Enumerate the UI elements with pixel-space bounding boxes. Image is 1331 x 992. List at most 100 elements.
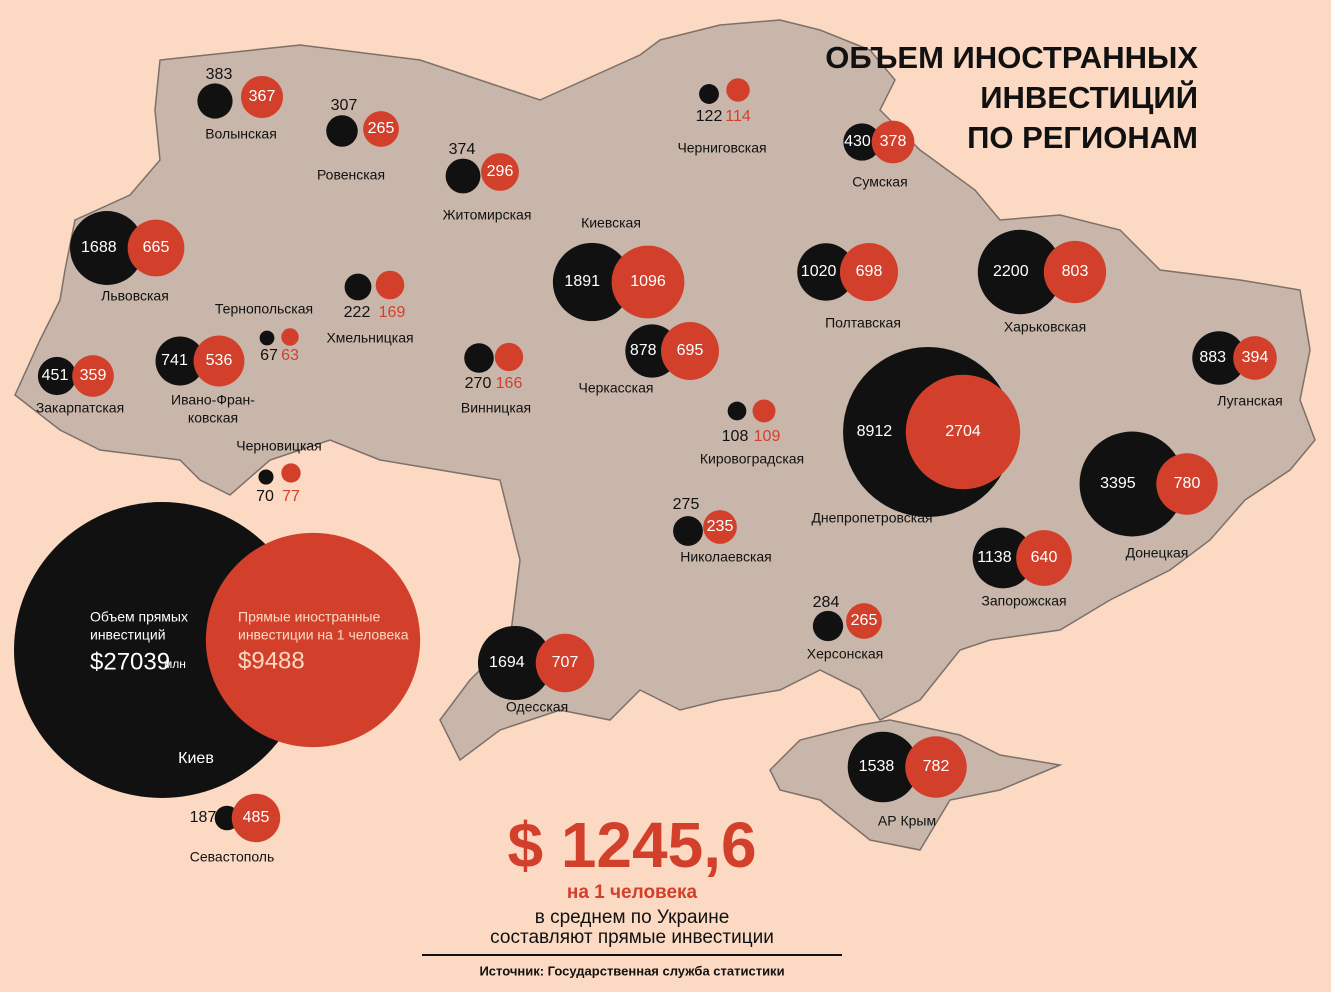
per-capita-label: 378 bbox=[880, 133, 907, 150]
total-bubble bbox=[445, 158, 481, 194]
per-capita-bubble bbox=[127, 219, 185, 277]
per-capita-label: 707 bbox=[552, 654, 579, 671]
per-capita-label: 665 bbox=[143, 239, 170, 256]
region-name: Житомирская bbox=[443, 207, 532, 223]
per-capita-bubble bbox=[281, 328, 299, 346]
total-label: 1538 bbox=[859, 758, 895, 775]
unit: млн bbox=[164, 657, 186, 671]
per-capita-bubble bbox=[205, 532, 421, 748]
per-capita-label: 485 bbox=[243, 809, 270, 826]
average-text: составляют прямые инвестиции bbox=[490, 927, 774, 948]
region-name: Волынская bbox=[205, 126, 277, 142]
total-bubble bbox=[326, 115, 358, 147]
region: 275 235 Николаевская bbox=[673, 496, 772, 564]
total-label: 2200 bbox=[993, 263, 1029, 280]
total-bubble bbox=[70, 211, 144, 285]
title-line: ПО РЕГИОНАМ bbox=[967, 120, 1198, 155]
total-label: 3395 bbox=[1100, 475, 1136, 492]
region-name: Луганская bbox=[1217, 393, 1282, 409]
per-capita-bubble bbox=[839, 242, 899, 302]
average: $ 1245,6 на 1 человека в среднем по Укра… bbox=[422, 809, 842, 978]
region-name: Донецкая bbox=[1126, 545, 1189, 561]
per-capita-label: 114 bbox=[725, 108, 751, 125]
per-capita-bubble bbox=[231, 793, 281, 843]
region: 284 265 Херсонская bbox=[807, 594, 883, 661]
region: 2200 803 Харьковская bbox=[977, 229, 1107, 335]
total-bubble bbox=[812, 610, 844, 642]
total-label: 187 bbox=[190, 809, 217, 826]
per-capita-label: 235 bbox=[707, 518, 734, 535]
per-capita-label: 265 bbox=[368, 120, 395, 137]
average-value: $ 1245,6 bbox=[507, 809, 756, 881]
region-name: Запорожская bbox=[981, 593, 1066, 609]
region-name: Хмельницкая bbox=[326, 330, 413, 346]
per-capita-label: 296 bbox=[487, 163, 514, 180]
per-capita-caption: Прямые иностранные bbox=[238, 609, 380, 625]
per-capita-bubble bbox=[281, 463, 301, 483]
region: 8912 2704 Днепропетровская bbox=[811, 347, 1021, 526]
per-capita-bubble bbox=[193, 335, 245, 387]
region-name: Ровенская bbox=[317, 167, 385, 183]
total-label: 878 bbox=[630, 342, 657, 359]
region: 70 77 Черновицкая bbox=[236, 438, 322, 506]
per-capita-label: 803 bbox=[1062, 263, 1089, 280]
total-bubble bbox=[37, 356, 77, 396]
total-bubble bbox=[847, 731, 919, 803]
total-bubble bbox=[477, 625, 553, 701]
total-label: 883 bbox=[1199, 349, 1226, 366]
total-label: 222 bbox=[344, 304, 371, 321]
region: 67 63 Тернопольская bbox=[215, 301, 313, 365]
total-bubble bbox=[673, 516, 703, 546]
region: 374 296 Житомирская bbox=[443, 141, 532, 222]
region-name: Одесская bbox=[506, 699, 568, 715]
per-capita-label: 109 bbox=[754, 428, 781, 445]
per-capita-bubble bbox=[905, 374, 1021, 490]
total-bubble bbox=[197, 83, 233, 119]
source: Источник: Государственная служба статист… bbox=[479, 963, 784, 978]
total-label: 307 bbox=[331, 97, 358, 114]
total-bubble bbox=[727, 401, 747, 421]
total-label: 1020 bbox=[801, 263, 837, 280]
total-value: $27039 bbox=[90, 648, 170, 675]
per-capita-label: 1096 bbox=[630, 273, 666, 290]
per-capita-bubble bbox=[1043, 240, 1107, 304]
title-line: ОБЪЕМ ИНОСТРАННЫХ bbox=[825, 40, 1198, 75]
per-capita-bubble bbox=[1016, 530, 1072, 586]
region-name: ковская bbox=[188, 410, 238, 426]
total-label: 1688 bbox=[81, 239, 117, 256]
region: 383 367 Волынская bbox=[197, 66, 284, 142]
per-capita-label: 394 bbox=[1242, 349, 1269, 366]
total-label: 270 bbox=[465, 375, 492, 392]
per-capita-label: 640 bbox=[1031, 549, 1058, 566]
total-bubble bbox=[843, 123, 881, 161]
region-name: АР Крым bbox=[878, 813, 936, 829]
per-capita-label: 2704 bbox=[945, 423, 981, 440]
per-capita-label: 63 bbox=[281, 347, 299, 364]
region: 451 359 Закарпатская bbox=[36, 355, 124, 416]
region-name: Черновицкая bbox=[236, 438, 322, 454]
total-label: 1891 bbox=[564, 273, 600, 290]
total-bubble bbox=[1079, 431, 1185, 537]
region-name: Черкасская bbox=[579, 380, 654, 396]
per-capita-bubble bbox=[905, 736, 967, 798]
total-label: 383 bbox=[206, 66, 233, 83]
per-capita-bubble bbox=[611, 245, 685, 319]
total-label: 275 bbox=[673, 496, 700, 513]
region-name: Харьковская bbox=[1004, 319, 1086, 335]
per-capita-label: 166 bbox=[496, 375, 523, 392]
total-bubble bbox=[258, 469, 274, 485]
regions: 383 367 Волынская 307 265 Ровенская 374 296 Жито… bbox=[14, 66, 1283, 865]
per-capita-bubble bbox=[375, 270, 405, 300]
region-name: Ивано-Фран- bbox=[171, 392, 255, 408]
region-name: Днепропетровская bbox=[811, 510, 932, 526]
total-label: 8912 bbox=[857, 423, 893, 440]
region: 1891 1096 Киевская bbox=[552, 215, 685, 322]
total-label: 284 bbox=[813, 594, 840, 611]
region: 430 378 Сумская bbox=[843, 120, 915, 190]
per-capita-label: 367 bbox=[249, 88, 276, 105]
per-capita-label: 77 bbox=[282, 488, 300, 505]
per-capita-bubble bbox=[1233, 336, 1277, 380]
total-bubble bbox=[977, 229, 1063, 315]
